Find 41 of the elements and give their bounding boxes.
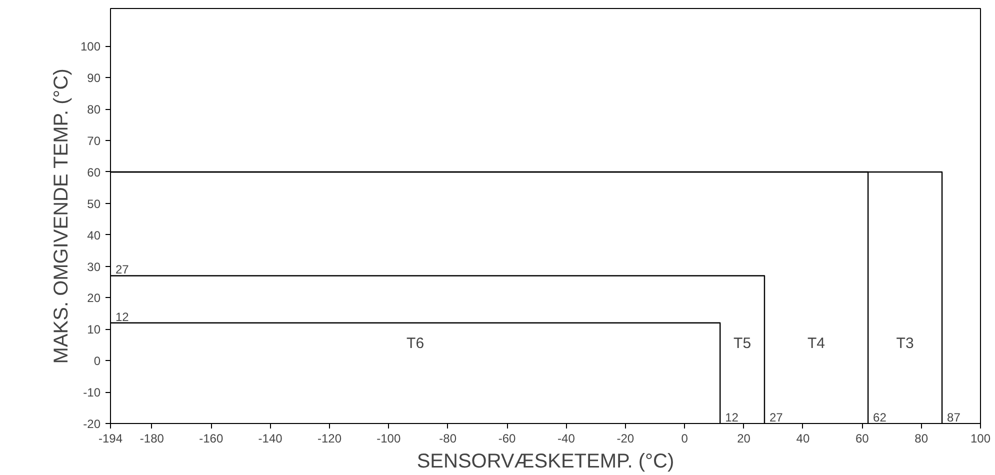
x-tick-label: -60: [498, 432, 516, 446]
series-label: T3: [896, 335, 914, 352]
y-tick-label: 0: [94, 354, 101, 368]
x-tick-label: -80: [439, 432, 457, 446]
y-tick-label: 10: [87, 322, 101, 337]
x-tick-label: -194: [98, 432, 123, 446]
y-tick-label: 20: [87, 291, 101, 306]
y-tick-label: 30: [87, 260, 101, 274]
text: T4: [808, 335, 826, 352]
x-tick-label: 100: [970, 432, 991, 446]
annotation: 87: [947, 410, 961, 424]
annotation: 27: [769, 410, 784, 424]
series-label: T6: [406, 335, 424, 352]
x-tick-label: 40: [796, 432, 810, 446]
x-tick-label: 80: [914, 432, 928, 446]
x-tick-label: -140: [258, 432, 283, 446]
y-tick-label: 80: [87, 102, 101, 117]
y-tick-label: 50: [87, 196, 101, 211]
y-tick-label: 90: [87, 71, 101, 86]
x-tick-label: -120: [317, 432, 342, 446]
y-tick-label: -20: [83, 417, 101, 431]
y-tick-label: 40: [87, 228, 101, 242]
x-tick-label: -20: [616, 432, 634, 446]
x-tick-label: 20: [737, 432, 751, 446]
y-tick-label: 70: [87, 134, 101, 148]
x-tick-label: 60: [855, 432, 870, 446]
x-tick-label: 0: [681, 432, 688, 446]
y-tick-label: -10: [83, 386, 101, 400]
annotation: 62: [873, 410, 887, 424]
x-axis-title: SENSORVÆSKETEMP. (°C): [416, 450, 674, 472]
annotation: 27: [116, 262, 130, 277]
x-tick-label: -180: [140, 432, 164, 446]
series-label: T5: [734, 335, 752, 352]
x-tick-label: -40: [558, 432, 576, 446]
x-tick-label: -160: [199, 432, 224, 446]
annotation: 12: [116, 310, 130, 324]
annotation: 12: [725, 410, 739, 424]
y-tick-label: 100: [80, 40, 101, 54]
y-axis-title: MAKS. OMGIVENDE TEMP. (°C): [50, 68, 72, 364]
y-tick-label: 60: [87, 165, 101, 180]
x-tick-label: -100: [376, 432, 401, 446]
